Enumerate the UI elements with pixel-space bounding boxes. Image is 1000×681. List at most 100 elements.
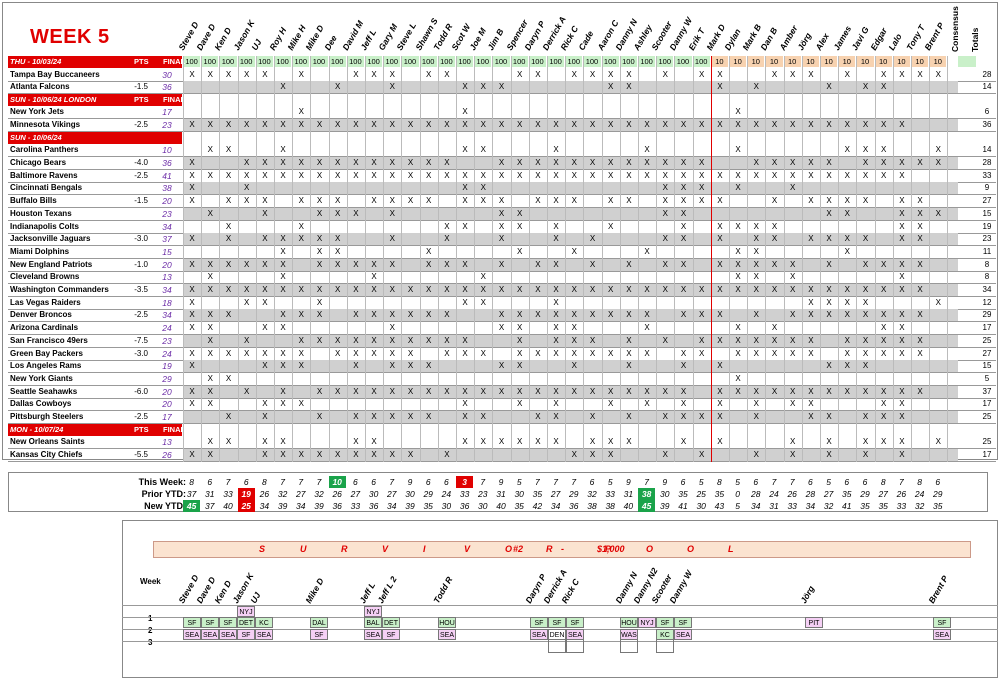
pick-mark: X xyxy=(699,310,705,320)
pick-mark: X xyxy=(444,170,450,180)
team-name: Green Bay Packers xyxy=(10,348,83,358)
stat-value: 7 xyxy=(571,477,577,487)
pick-mark: X xyxy=(790,285,796,294)
column-divider xyxy=(383,56,385,462)
game-row xyxy=(183,233,958,246)
pick-mark: X xyxy=(735,386,741,396)
pick-mark: X xyxy=(862,196,869,206)
stat-value: 30 xyxy=(368,489,379,499)
stat-value: 6 xyxy=(425,477,431,487)
stat-value: 29 xyxy=(933,489,943,499)
pick-mark: X xyxy=(225,373,232,383)
pick-mark: X xyxy=(844,120,850,130)
pick-mark: X xyxy=(262,69,268,79)
team-name: Houston Texans xyxy=(10,208,72,218)
column-divider xyxy=(856,56,858,462)
stat-value: 6 xyxy=(844,477,850,487)
pick-mark: X xyxy=(498,221,505,231)
pick-mark: X xyxy=(444,449,450,459)
pick-mark: X xyxy=(280,259,286,269)
pick-mark: X xyxy=(335,246,341,256)
pick-mark: X xyxy=(389,335,395,345)
pick-mark: X xyxy=(680,285,687,294)
pick-mark: X xyxy=(462,196,468,206)
spread: -2.5 xyxy=(134,412,148,421)
pick-mark: X xyxy=(717,196,723,206)
pick-mark: X xyxy=(189,120,195,130)
pick-mark: X xyxy=(626,158,632,167)
pick-mark: X xyxy=(262,234,268,244)
pick-mark: X xyxy=(353,335,359,345)
pick-mark: X xyxy=(280,449,286,459)
column-divider xyxy=(528,56,530,462)
row-divider xyxy=(8,270,996,272)
final-score: 17 xyxy=(162,412,172,422)
pick-mark: X xyxy=(589,335,596,345)
confidence-cell: 100 xyxy=(692,56,710,67)
column-divider xyxy=(801,56,803,462)
pick-mark: X xyxy=(608,120,614,130)
stat-value: 6 xyxy=(243,477,249,487)
pick-mark: X xyxy=(316,170,323,180)
row-total: 36 xyxy=(982,120,992,130)
pick-mark: X xyxy=(535,120,541,130)
stat-value: 26 xyxy=(896,489,907,499)
confidence-cell: 10 xyxy=(911,56,929,67)
column-divider xyxy=(638,56,639,462)
pick-mark: X xyxy=(808,158,814,167)
pick-mark: X xyxy=(935,437,941,447)
confidence-cell: 100 xyxy=(310,56,328,67)
pick-mark: X xyxy=(244,158,250,167)
spread: -3.0 xyxy=(134,234,148,244)
column-divider xyxy=(437,56,439,462)
pick-mark: X xyxy=(644,158,650,167)
team-name: Jacksonville Jaguars xyxy=(10,234,91,244)
survivor-entrant: Mike D xyxy=(303,560,328,605)
stat-value: 7 xyxy=(316,477,322,487)
stat-value: 6 xyxy=(207,477,213,487)
pick-mark: X xyxy=(735,145,741,155)
row-divider xyxy=(8,118,996,120)
column-divider xyxy=(601,56,603,462)
team-name: Atlanta Falcons xyxy=(10,82,70,92)
pick-mark: X xyxy=(189,361,195,371)
column-divider xyxy=(656,56,658,462)
stat-value: 32 xyxy=(914,501,925,511)
pick-mark: X xyxy=(826,170,832,180)
final-score: 41 xyxy=(162,170,172,181)
pick-mark: X xyxy=(535,158,541,167)
pick-mark: X xyxy=(662,285,668,294)
pick-mark: X xyxy=(608,310,614,320)
row-total: 5 xyxy=(984,373,990,383)
pick-mark: X xyxy=(316,259,323,269)
pick-mark: X xyxy=(899,120,905,130)
final-score: 23 xyxy=(162,335,172,346)
pick-mark: X xyxy=(626,285,632,294)
pick-mark: X xyxy=(244,348,250,358)
survivor-empty-box xyxy=(656,629,674,653)
pick-mark: X xyxy=(389,120,395,130)
stat-value: 35 xyxy=(860,501,870,511)
stat-value: 6 xyxy=(371,477,376,487)
pick-mark: X xyxy=(535,259,541,269)
stat-value: 45 xyxy=(638,500,656,512)
team-name: Arizona Cardinals xyxy=(10,323,79,333)
pick-mark: X xyxy=(644,285,650,294)
pick-mark: X xyxy=(699,120,705,130)
pick-mark: X xyxy=(426,259,432,269)
confidence-cell: 10 xyxy=(729,56,747,67)
pick-mark: X xyxy=(553,399,559,409)
pick-mark: X xyxy=(844,246,850,256)
pick-mark: X xyxy=(353,310,359,320)
pick-mark: X xyxy=(608,348,614,358)
pick-mark: X xyxy=(826,412,832,421)
confidence-cell: 100 xyxy=(656,56,674,67)
final-score: 24 xyxy=(162,348,172,359)
pick-mark: X xyxy=(262,348,268,358)
pick-mark: X xyxy=(207,259,213,269)
stat-value: 5 xyxy=(735,501,740,511)
pick-mark: X xyxy=(589,386,596,396)
pick-mark: X xyxy=(844,310,850,320)
pick-mark: X xyxy=(680,170,687,180)
pick-mark: X xyxy=(862,158,869,167)
